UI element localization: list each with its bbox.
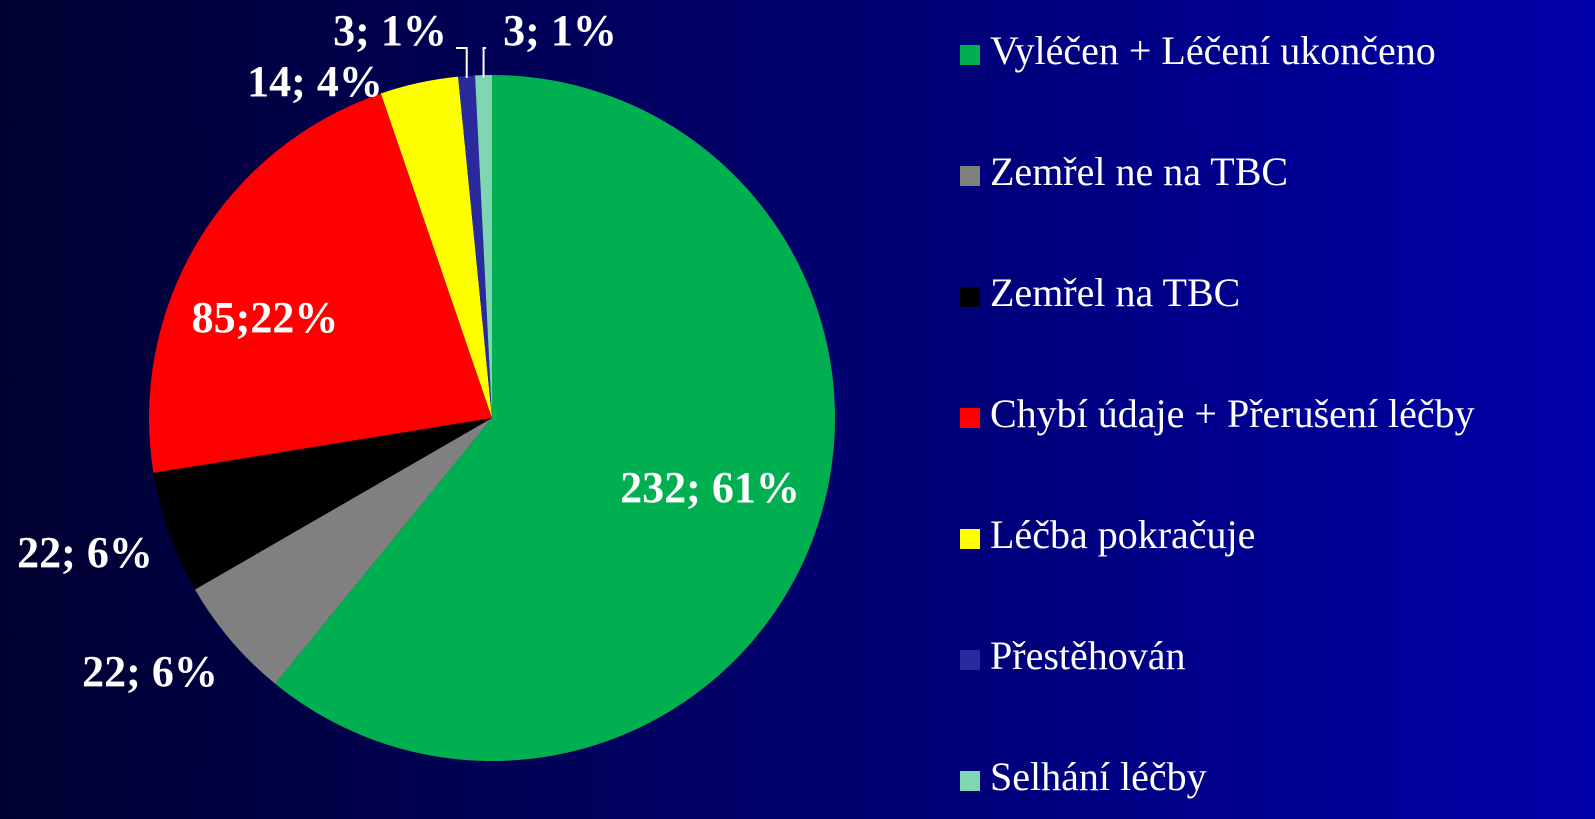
pie-slice <box>153 418 493 590</box>
data-label: 14; 4% <box>247 57 383 106</box>
legend-label: Vyléčen + Léčení ukončeno <box>990 28 1436 73</box>
leader-line <box>482 47 486 78</box>
data-label: 22; 6% <box>82 647 218 696</box>
data-label: 3; 1% <box>503 6 617 55</box>
pie-slice <box>458 75 492 419</box>
legend-label: Léčba pokračuje <box>990 512 1255 557</box>
legend-label: Zemřel ne na TBC <box>990 149 1288 194</box>
pie-slice <box>194 418 492 684</box>
legend-swatch <box>960 408 980 428</box>
legend-swatch <box>960 287 980 307</box>
legend-swatch <box>960 166 980 186</box>
legend-label: Přestěhován <box>990 633 1186 678</box>
legend-label: Selhání léčby <box>990 754 1207 799</box>
pie-slice <box>149 93 492 473</box>
leader-line <box>456 47 468 78</box>
data-label: 232; 61% <box>620 463 800 512</box>
legend-swatch <box>960 529 980 549</box>
pie-slice <box>475 75 492 418</box>
legend-swatch <box>960 650 980 670</box>
pie-slice <box>275 75 835 762</box>
legend-label: Zemřel na TBC <box>990 270 1240 315</box>
legend-swatch <box>960 771 980 791</box>
data-label: 3; 1% <box>333 6 447 55</box>
data-label: 22; 6% <box>17 528 153 577</box>
legend-label: Chybí údaje + Přerušení léčby <box>990 391 1475 436</box>
legend-swatch <box>960 45 980 65</box>
data-label: 85;22% <box>192 293 339 342</box>
pie-slice <box>380 76 492 418</box>
